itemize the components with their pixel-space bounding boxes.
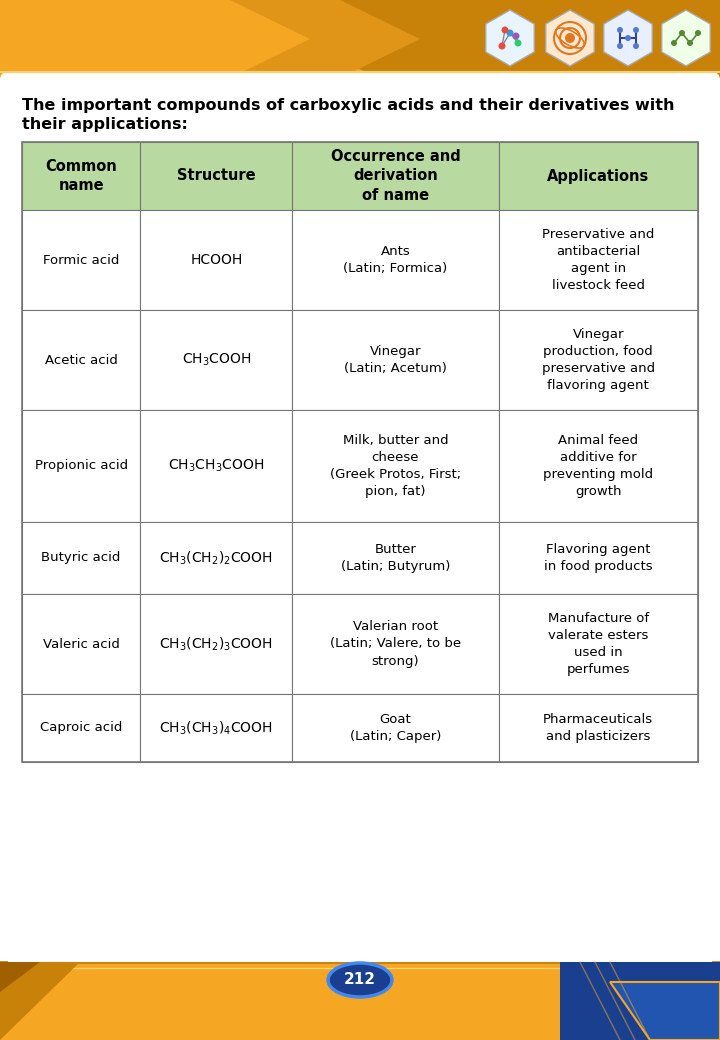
Bar [498,142,698,210]
Text: CH$_3$COOH: CH$_3$COOH [181,352,251,368]
Bar [140,522,292,594]
Text: Animal feed
additive for
preventing mold
growth: Animal feed additive for preventing mold… [543,434,653,498]
Text: Occurrence and
derivation
of name: Occurrence and derivation of name [330,149,460,203]
Text: Flavoring agent
in food products: Flavoring agent in food products [544,543,652,573]
Bar [292,210,498,310]
Bar [140,310,292,410]
Text: Milk, butter and
cheese
(Greek Protos, First;
pion, fat): Milk, butter and cheese (Greek Protos, F… [330,434,461,498]
Polygon shape [560,962,720,1040]
Circle shape [617,43,623,49]
Circle shape [617,27,623,33]
Bar [140,694,292,762]
Circle shape [565,33,575,43]
Ellipse shape [328,963,392,997]
Polygon shape [0,962,40,992]
Text: Propionic acid: Propionic acid [35,460,127,472]
Bar [22,142,698,762]
Bar [22,310,140,410]
Text: Vinegar
production, food
preservative and
flavoring agent: Vinegar production, food preservative an… [541,328,655,392]
Circle shape [687,40,693,46]
Polygon shape [604,10,652,66]
Polygon shape [486,10,534,66]
Circle shape [498,43,505,50]
Bar [140,410,292,522]
Text: Pharmaceuticals
and plasticizers: Pharmaceuticals and plasticizers [543,713,653,743]
Bar [22,142,140,210]
Circle shape [679,30,685,36]
Circle shape [671,40,677,46]
Polygon shape [546,10,594,66]
Bar [292,522,498,594]
Bar [292,142,498,210]
Polygon shape [0,962,80,1040]
Bar [22,694,140,762]
Bar [292,410,498,522]
FancyBboxPatch shape [8,870,712,962]
Polygon shape [662,10,710,66]
Bar [498,522,698,594]
Circle shape [625,35,631,41]
Text: HCOOH: HCOOH [190,253,243,267]
Text: Structure: Structure [177,168,256,183]
Polygon shape [0,962,720,1040]
Bar [22,210,140,310]
Text: Vinegar
(Latin; Acetum): Vinegar (Latin; Acetum) [344,345,447,375]
Polygon shape [200,0,720,78]
Text: CH$_3$(CH$_2$)$_3$COOH: CH$_3$(CH$_2$)$_3$COOH [159,635,274,653]
Text: Valeric acid: Valeric acid [42,638,120,650]
Bar [292,310,498,410]
Text: CH$_3$CH$_3$COOH: CH$_3$CH$_3$COOH [168,458,264,474]
Text: Common
name: Common name [45,158,117,193]
Bar [22,522,140,594]
Text: Manufacture of
valerate esters
used in
perfumes: Manufacture of valerate esters used in p… [548,612,649,676]
Bar [292,594,498,694]
Text: Preservative and
antibacterial
agent in
livestock feed: Preservative and antibacterial agent in … [542,228,654,292]
Bar [22,594,140,694]
Bar [498,694,698,762]
FancyBboxPatch shape [0,72,720,958]
Polygon shape [0,0,310,78]
Text: Ants
(Latin; Formica): Ants (Latin; Formica) [343,245,448,275]
Polygon shape [610,982,720,1040]
Text: CH$_3$(CH$_2$)$_2$COOH: CH$_3$(CH$_2$)$_2$COOH [159,549,274,567]
Text: Applications: Applications [547,168,649,183]
Text: Formic acid: Formic acid [43,254,120,266]
Text: Butter
(Latin; Butyrum): Butter (Latin; Butyrum) [341,543,450,573]
Text: 212: 212 [344,972,376,988]
Circle shape [515,40,521,47]
Bar [498,310,698,410]
Bar [140,594,292,694]
Circle shape [633,43,639,49]
Bar [498,410,698,522]
Text: Acetic acid: Acetic acid [45,354,117,366]
Circle shape [502,26,508,33]
Bar [498,210,698,310]
Text: CH$_3$(CH$_3$)$_4$COOH: CH$_3$(CH$_3$)$_4$COOH [159,720,274,736]
Circle shape [513,32,520,40]
Text: Caproic acid: Caproic acid [40,722,122,734]
Circle shape [506,29,513,36]
Bar [140,210,292,310]
Text: The important compounds of carboxylic acids and their derivatives with: The important compounds of carboxylic ac… [22,98,675,113]
Polygon shape [180,0,420,78]
Circle shape [633,27,639,33]
Text: their applications:: their applications: [22,116,188,132]
Bar [292,694,498,762]
Text: Butyric acid: Butyric acid [42,551,121,565]
Polygon shape [0,0,720,78]
Bar [140,142,292,210]
Bar [498,594,698,694]
Text: Goat
(Latin; Caper): Goat (Latin; Caper) [350,713,441,743]
Bar [22,410,140,522]
Text: Valerian root
(Latin; Valere, to be
strong): Valerian root (Latin; Valere, to be stro… [330,621,461,668]
Circle shape [695,30,701,36]
